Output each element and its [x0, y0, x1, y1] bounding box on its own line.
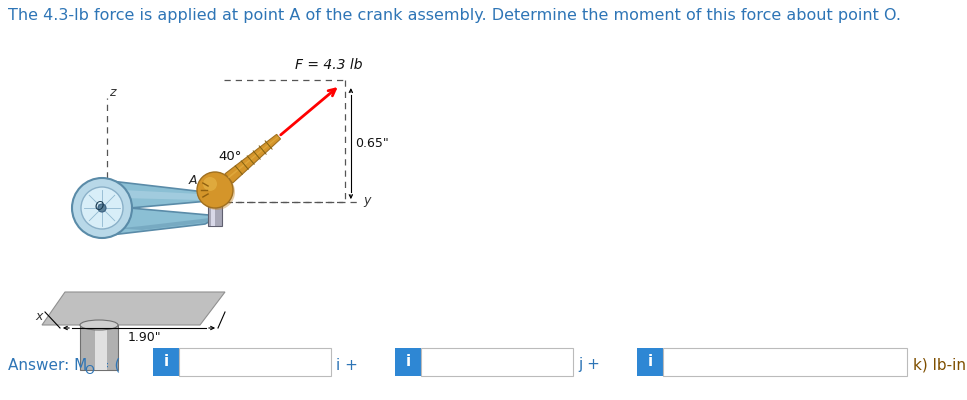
Polygon shape — [225, 134, 280, 183]
Text: i: i — [163, 354, 168, 370]
Text: O: O — [84, 364, 94, 376]
Circle shape — [199, 174, 235, 210]
Circle shape — [197, 172, 233, 208]
Bar — [95, 325, 106, 370]
Text: A: A — [189, 174, 197, 186]
Text: = (: = ( — [92, 358, 120, 372]
Circle shape — [98, 204, 106, 212]
Bar — [211, 202, 215, 226]
FancyBboxPatch shape — [395, 348, 421, 376]
Circle shape — [81, 187, 123, 229]
FancyBboxPatch shape — [637, 348, 663, 376]
FancyBboxPatch shape — [663, 348, 907, 376]
Ellipse shape — [80, 320, 118, 330]
Circle shape — [72, 178, 132, 238]
Polygon shape — [97, 190, 215, 204]
Text: 1.90": 1.90" — [128, 331, 161, 344]
Ellipse shape — [208, 199, 222, 205]
Polygon shape — [42, 292, 225, 325]
Text: i +: i + — [336, 358, 358, 372]
Text: Answer: M: Answer: M — [8, 358, 87, 372]
Text: k) lb-in.: k) lb-in. — [913, 358, 967, 372]
Polygon shape — [80, 325, 118, 370]
Text: x: x — [35, 310, 43, 323]
Text: O: O — [95, 200, 103, 212]
Circle shape — [203, 177, 217, 191]
Text: The 4.3-lb force is applied at point A of the crank assembly. Determine the mome: The 4.3-lb force is applied at point A o… — [8, 8, 901, 23]
Text: F = 4.3 lb: F = 4.3 lb — [295, 58, 363, 72]
Text: j +: j + — [578, 358, 600, 372]
Text: 0.65": 0.65" — [355, 137, 389, 150]
FancyBboxPatch shape — [421, 348, 573, 376]
Polygon shape — [82, 214, 217, 232]
Polygon shape — [208, 202, 222, 226]
Text: i: i — [648, 354, 653, 370]
Polygon shape — [227, 136, 278, 178]
FancyBboxPatch shape — [153, 348, 179, 376]
Text: y: y — [363, 194, 370, 207]
FancyBboxPatch shape — [179, 348, 331, 376]
Text: i: i — [405, 354, 411, 370]
Text: 40°: 40° — [219, 150, 242, 164]
Polygon shape — [74, 180, 220, 236]
Text: z: z — [109, 86, 115, 99]
